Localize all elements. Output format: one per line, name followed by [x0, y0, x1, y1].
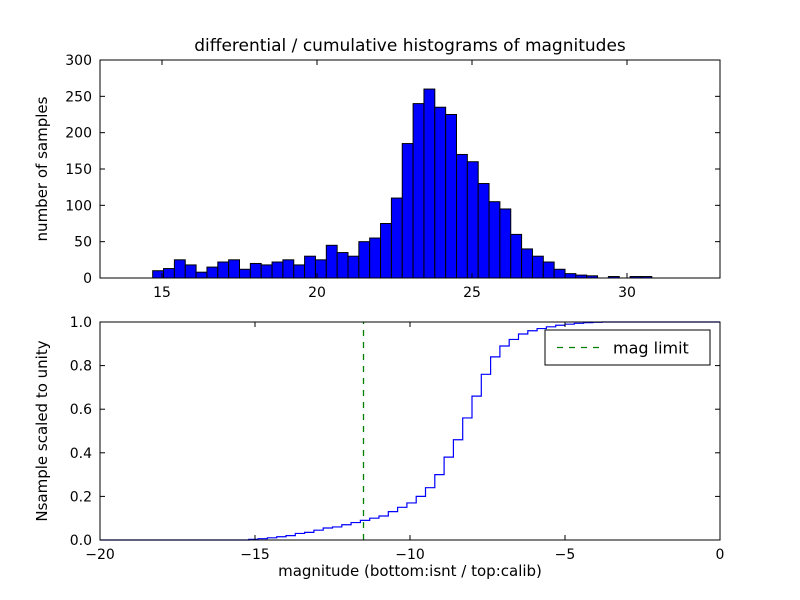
histogram-bar	[173, 259, 186, 279]
histogram-bar	[412, 103, 425, 279]
histogram-bar	[325, 244, 338, 279]
x-tick-label: −5	[555, 547, 576, 563]
histogram-bar	[163, 268, 175, 279]
histogram-bar	[477, 183, 490, 279]
histogram-bar	[184, 264, 197, 279]
x-tick-label: −15	[240, 547, 270, 563]
x-tick-label: 30	[618, 285, 636, 301]
histogram-bar	[488, 201, 501, 279]
histogram-bar	[249, 262, 262, 279]
histogram-bar	[466, 161, 479, 279]
histogram-bar	[206, 266, 219, 279]
y-tick-label: 200	[65, 126, 92, 142]
histogram-bar	[271, 261, 284, 279]
top-y-axis-label: number of samples	[33, 96, 51, 242]
histogram-bar	[401, 143, 414, 279]
histogram-bar	[369, 237, 382, 279]
histogram-bar	[347, 255, 360, 279]
x-tick-label: −10	[395, 547, 425, 563]
x-tick-label: 20	[308, 285, 326, 301]
x-tick-label: −20	[85, 547, 115, 563]
legend-label: mag limit	[613, 339, 689, 358]
histogram-bar	[228, 259, 240, 279]
y-tick-label: 100	[65, 198, 92, 214]
y-tick-label: 0	[83, 271, 92, 287]
y-tick-label: 0.6	[70, 402, 92, 418]
histogram-bar	[510, 233, 523, 279]
histogram-bar	[456, 153, 468, 279]
bottom-y-axis-label: Nsample scaled to unity	[33, 340, 51, 522]
histogram-bar	[434, 106, 447, 279]
histogram-bar	[445, 114, 457, 279]
histogram-bar	[499, 208, 512, 279]
histogram-bar	[390, 197, 403, 279]
histogram-bar	[336, 252, 349, 279]
histogram-bar	[217, 261, 230, 279]
histogram-bar	[358, 241, 371, 279]
y-tick-label: 150	[65, 162, 92, 178]
y-tick-label: 0.2	[70, 489, 92, 505]
histogram-bar	[564, 273, 577, 279]
bottom-cumulative-axes: −20 −15 −10 −5 0 0.0 0.2 0.4 0.6 0.8 1.0 mag limit	[70, 315, 725, 563]
y-tick-label: 1.0	[70, 315, 92, 331]
x-tick-label: 0	[716, 547, 725, 563]
legend: mag limit	[544, 329, 711, 366]
histogram-bar	[195, 271, 208, 279]
y-tick-label: 50	[74, 235, 92, 251]
histogram-bar	[553, 268, 566, 279]
x-tick-label: 25	[463, 285, 481, 301]
histogram-bar	[542, 261, 555, 279]
y-tick-label: 250	[65, 89, 92, 105]
x-axis-label: magnitude (bottom:isnt / top:calib)	[278, 562, 542, 580]
histogram-bar	[380, 223, 392, 279]
y-tick-label: 300	[65, 53, 92, 69]
y-tick-label: 0.0	[70, 533, 92, 549]
histogram-bar	[293, 264, 306, 279]
histogram-bar	[239, 268, 251, 279]
x-tick-label: 15	[153, 285, 171, 301]
figure-title: differential / cumulative histograms of …	[194, 36, 626, 56]
y-tick-label: 0.4	[70, 446, 92, 462]
y-tick-label: 0.8	[70, 359, 92, 375]
histogram-bar	[423, 88, 436, 279]
histogram-bar	[282, 259, 295, 279]
cumulative-step-line	[100, 321, 720, 541]
histogram-bar	[531, 255, 544, 279]
histogram-bar	[304, 255, 316, 279]
histogram-bar	[521, 248, 533, 279]
histogram-bar	[260, 264, 273, 279]
